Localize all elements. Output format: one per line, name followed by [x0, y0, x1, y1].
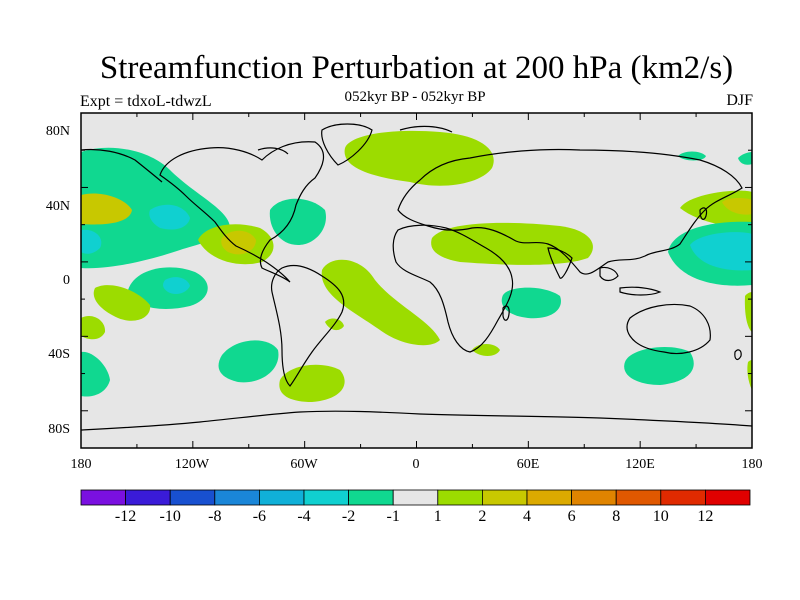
colorbar-swatch: [660, 489, 706, 506]
colorbar-swatch: [392, 489, 439, 506]
colorbar-label: 6: [567, 508, 576, 525]
colorbar-swatch: [125, 489, 171, 506]
lat-label-80s: 80S: [48, 422, 70, 437]
region-cape-horn-high: [279, 364, 345, 402]
lon-label-60e: 60E: [516, 457, 540, 472]
region-north-atlantic-high: [344, 130, 494, 186]
colorbar-swatch: [214, 489, 260, 506]
colorbar-label: -6: [252, 508, 267, 525]
colorbar: [80, 489, 751, 506]
colorbar-label: 4: [523, 508, 531, 525]
region-south-pacific-low: [218, 340, 279, 383]
region-date-line-south: [747, 360, 752, 390]
region-west-pacific-core: [690, 232, 752, 271]
colorbar-swatch: [437, 489, 483, 506]
region-middle-east-high: [431, 222, 593, 265]
region-southwest-pacific-high: [744, 292, 752, 332]
lon-label-60w: 60W: [290, 457, 318, 472]
region-central-pacific-high: [93, 285, 151, 321]
colorbar-swatch: [571, 489, 617, 506]
colorbar-swatch: [705, 489, 751, 506]
anomaly-regions: [81, 130, 752, 402]
chart-title: Streamfunction Perturbation at 200 hPa (…: [99, 50, 734, 86]
colorbar-label: -4: [297, 508, 311, 525]
experiment-label: Expt = tdxoL-tdwzL: [80, 93, 212, 110]
chart-subtitle: 052kyr BP - 052kyr BP: [344, 89, 486, 105]
colorbar-swatch: [348, 489, 394, 506]
colorbar-swatch: [303, 489, 349, 506]
colorbar-label: 12: [697, 508, 714, 525]
colorbar-swatch: [80, 489, 126, 506]
axis-ticks: [80, 112, 753, 449]
region-south-pacific-high-west: [81, 315, 106, 340]
lat-label-80n: 80N: [45, 124, 70, 139]
lon-label-180-west: 180: [70, 457, 92, 472]
region-south-indian-low: [624, 347, 694, 385]
region-north-pacific-core: [149, 204, 190, 230]
region-south-pacific-far-west: [81, 351, 110, 397]
colorbar-label: 10: [652, 508, 669, 525]
map-plot: [81, 113, 752, 448]
region-north-america-low: [269, 198, 326, 245]
season-label: DJF: [726, 92, 753, 109]
colorbar-label: 2: [478, 508, 487, 525]
region-tropical-pacific-core: [163, 277, 190, 294]
colorbar-label: 8: [612, 508, 621, 525]
region-pacific-west-cyan: [81, 229, 102, 254]
colorbar-label: -1: [386, 508, 400, 525]
region-gulf-core: [221, 230, 256, 255]
colorbar-label: -12: [114, 508, 137, 525]
lat-label-0: 0: [63, 273, 70, 288]
colorbar-swatch: [481, 489, 528, 506]
lat-label-40n: 40N: [45, 199, 70, 214]
colorbar-swatch: [526, 489, 572, 506]
colorbar-swatch: [258, 489, 305, 506]
lon-label-0: 0: [412, 457, 420, 472]
colorbar-swatch: [169, 489, 216, 506]
region-arctic-east-edge: [738, 152, 752, 165]
lon-label-120e: 120E: [625, 457, 655, 472]
coastlines: [81, 123, 752, 431]
colorbar-label: -8: [208, 508, 222, 525]
lon-label-180-east: 180: [741, 457, 763, 472]
region-indian-ocean-low: [501, 287, 561, 319]
lat-label-40s: 40S: [48, 347, 70, 362]
colorbar-label: 1: [433, 508, 442, 525]
region-south-atlantic-high: [321, 259, 440, 346]
lon-label-120w: 120W: [174, 457, 210, 472]
region-japan-core: [722, 198, 752, 215]
region-arctic-east-small: [678, 151, 706, 161]
colorbar-swatch: [615, 489, 662, 506]
colorbar-label: -10: [159, 508, 181, 525]
region-pacific-west-high: [81, 193, 132, 225]
colorbar-label: -2: [341, 508, 356, 525]
